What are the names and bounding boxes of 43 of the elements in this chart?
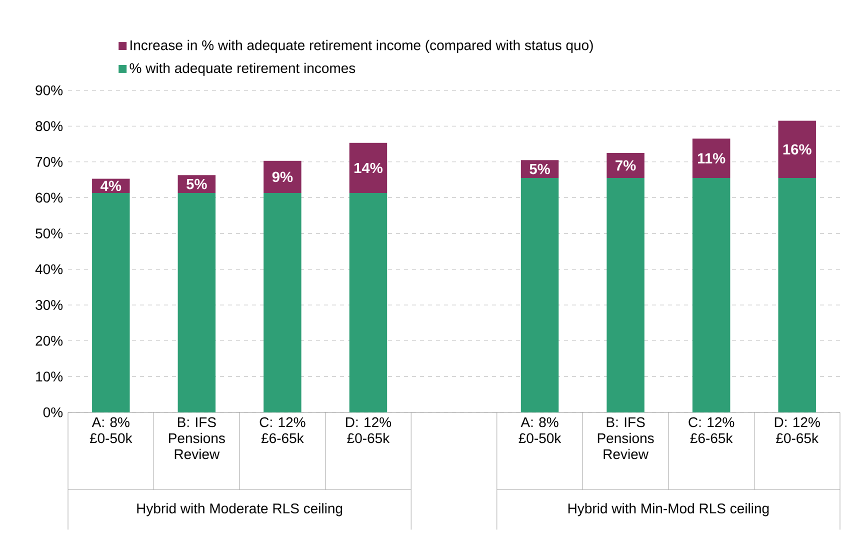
x-tick-label: B: IFS Pensions Review (598, 417, 654, 460)
x-tick-label: D: 12% £0-65k (346, 417, 392, 444)
y-tick-label: 50% (36, 228, 63, 238)
y-tick-label: 80% (36, 121, 63, 131)
bar (520, 178, 559, 412)
text: Hybrid with Min-Mod RLS ceiling (568, 502, 769, 516)
bar (778, 178, 816, 412)
text: Hybrid with Moderate RLS ceiling (137, 502, 342, 516)
data-label: 7% (616, 160, 636, 170)
y-tick-label: 30% (36, 300, 63, 310)
bar (349, 192, 388, 412)
data-label: 5% (530, 164, 550, 174)
bar (264, 160, 302, 193)
data-label: 14% (354, 162, 383, 173)
bar (692, 138, 730, 178)
y-tick-label: 20% (36, 336, 63, 346)
y-tick-label: 60% (36, 192, 63, 202)
y-tick-label: 90% (36, 85, 63, 96)
x-tick-label: B: IFS Pensions Review (169, 417, 225, 460)
legend-label: Increase in % with adequate retirement income (compared with status quo) (130, 40, 593, 53)
data-label: 9% (272, 172, 293, 182)
y-tick-label: 70% (36, 156, 63, 167)
bar (264, 192, 302, 412)
bar (606, 178, 644, 412)
y-tick-label: 40% (35, 264, 63, 274)
bar (178, 192, 216, 412)
x-tick-label: C: 12% £6-65k (260, 417, 306, 444)
bar (92, 192, 130, 412)
data-label: 4% (100, 180, 122, 191)
bar (606, 152, 644, 178)
legend-label: % with adequate retirement incomes (130, 62, 356, 76)
x-tick-label: C: 12% £6-65k (688, 417, 734, 444)
bar (778, 120, 816, 178)
x-tick-label: D: 12% £0-65k (774, 417, 820, 444)
x-tick-label: A: 8% £0-50k (90, 417, 132, 444)
bar (349, 142, 388, 193)
data-label: 11% (698, 153, 726, 164)
x-tick-label: A: 8% £0-50k (518, 417, 562, 444)
bar (692, 178, 730, 412)
y-tick-label: 10% (36, 371, 63, 382)
data-label: 16% (783, 144, 812, 154)
data-label: 5% (186, 178, 207, 190)
y-tick-label: 0% (43, 407, 63, 418)
